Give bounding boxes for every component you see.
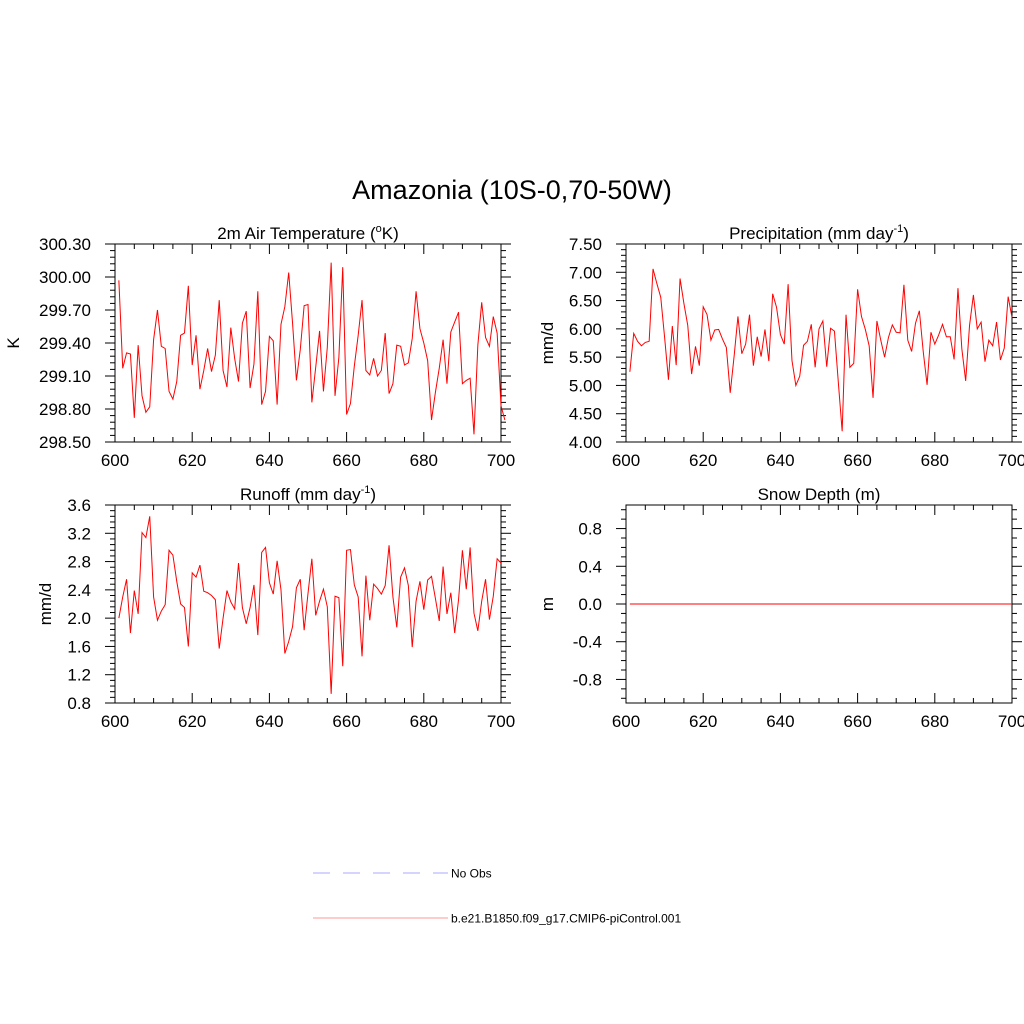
chart-4-title: Snow Depth (m) (758, 485, 881, 504)
chart-4-xtick-label: 600 (612, 712, 640, 731)
figure-title: Amazonia (10S-0,70-50W) (352, 175, 672, 205)
chart-3-ytick-label: 1.6 (67, 637, 91, 656)
chart-3-ytick-label: 2.8 (67, 553, 91, 572)
chart-2-ytick-label: 7.00 (569, 263, 602, 282)
chart-1-ylabel: K (4, 337, 23, 349)
chart-4-xtick-label: 660 (843, 712, 871, 731)
chart-3: Runoff (mm day-1) 600 620 640 660 680 700 0.8 1.… (36, 484, 515, 731)
chart-1-ytick-label: 298.80 (39, 400, 91, 419)
chart-4-ytick-label: 0.8 (578, 520, 602, 539)
chart-2-ytick-label: 6.00 (569, 320, 602, 339)
chart-3-xtick-label: 600 (101, 712, 129, 731)
chart-1-xtick-label: 620 (178, 451, 206, 470)
chart-4-xtick-label: 680 (921, 712, 949, 731)
chart-4-ytick-label: -0.4 (573, 633, 602, 652)
chart-3-ytick-label: 2.4 (67, 581, 91, 600)
chart-3-xtick-label: 640 (255, 712, 283, 731)
chart-1-ytick-label: 299.70 (39, 301, 91, 320)
chart-4-xtick-label: 620 (689, 712, 717, 731)
chart-2-xtick-label: 600 (612, 451, 640, 470)
chart-4-xtick-label: 700 (998, 712, 1024, 731)
chart-4-ytick-label: -0.8 (573, 670, 602, 689)
chart-1-series-line (118, 262, 506, 435)
chart-3-xtick-label: 620 (178, 712, 206, 731)
chart-1-xtick-label: 640 (255, 451, 283, 470)
chart-1-xtick-label: 600 (101, 451, 129, 470)
chart-1-title: 2m Air Temperature (oK) (217, 223, 399, 243)
chart-2-ytick-label: 5.00 (569, 376, 602, 395)
chart-1-ytick-label: 299.40 (39, 334, 91, 353)
chart-3-ytick-label: 3.6 (67, 496, 91, 515)
chart-4-ytick-label: 0.0 (578, 595, 602, 614)
chart-2-title: Precipitation (mm day-1) (729, 223, 909, 243)
chart-2-xtick-label: 680 (921, 451, 949, 470)
chart-2-ytick-label: 4.00 (569, 433, 602, 452)
chart-1-xtick-label: 660 (332, 451, 360, 470)
chart-1-ytick-label: 300.00 (39, 268, 91, 287)
chart-4-ylabel: m (538, 597, 557, 611)
chart-1-ytick-label: 299.10 (39, 367, 91, 386)
chart-1-xtick-label: 700 (487, 451, 515, 470)
chart-2-ytick-label: 4.50 (569, 405, 602, 424)
chart-3-title: Runoff (mm day-1) (240, 484, 376, 504)
chart-2-ytick-label: 6.50 (569, 292, 602, 311)
legend-obs-label: No Obs (451, 867, 492, 881)
chart-1-ytick-label: 298.50 (39, 433, 91, 452)
chart-3-xtick-label: 660 (332, 712, 360, 731)
chart-4-ytick-label: 0.4 (578, 557, 602, 576)
chart-2-ylabel: mm/d (538, 322, 557, 365)
chart-1-xtick-label: 680 (410, 451, 438, 470)
chart-2-xtick-label: 620 (689, 451, 717, 470)
chart-2-xtick-label: 640 (766, 451, 794, 470)
chart-2-ytick-label: 7.50 (569, 235, 602, 254)
legend: No Obs b.e21.B1850.f09_g17.CMIP6-piContr… (313, 867, 681, 926)
chart-4: Snow Depth (m) 600 620 640 660 680 700 -0.8 -0.4… (538, 485, 1024, 731)
chart-2-xtick-label: 660 (843, 451, 871, 470)
chart-3-ytick-label: 0.8 (67, 694, 91, 713)
chart-2-series-line (629, 268, 1013, 432)
chart-3-series-line (118, 516, 502, 694)
chart-1: 2m Air Temperature (oK) 600 620 640 660 680 70… (4, 223, 515, 470)
chart-3-xtick-label: 700 (487, 712, 515, 731)
chart-2-ytick-label: 5.50 (569, 348, 602, 367)
chart-3-xtick-label: 680 (410, 712, 438, 731)
chart-3-ytick-label: 2.0 (67, 609, 91, 628)
chart-1-ytick-label: 300.30 (39, 235, 91, 254)
chart-panels: 2m Air Temperature (oK) 600 620 640 660 680 70… (4, 223, 1024, 731)
chart-3-ylabel: mm/d (36, 583, 55, 626)
chart-2-xtick-label: 700 (998, 451, 1024, 470)
chart-2: Precipitation (mm day-1) 600 620 640 660 680 7… (538, 223, 1024, 470)
legend-model-label: b.e21.B1850.f09_g17.CMIP6-piControl.001 (451, 912, 681, 926)
chart-3-ytick-label: 3.2 (67, 524, 91, 543)
chart-3-ytick-label: 1.2 (67, 666, 91, 685)
chart-4-xtick-label: 640 (766, 712, 794, 731)
